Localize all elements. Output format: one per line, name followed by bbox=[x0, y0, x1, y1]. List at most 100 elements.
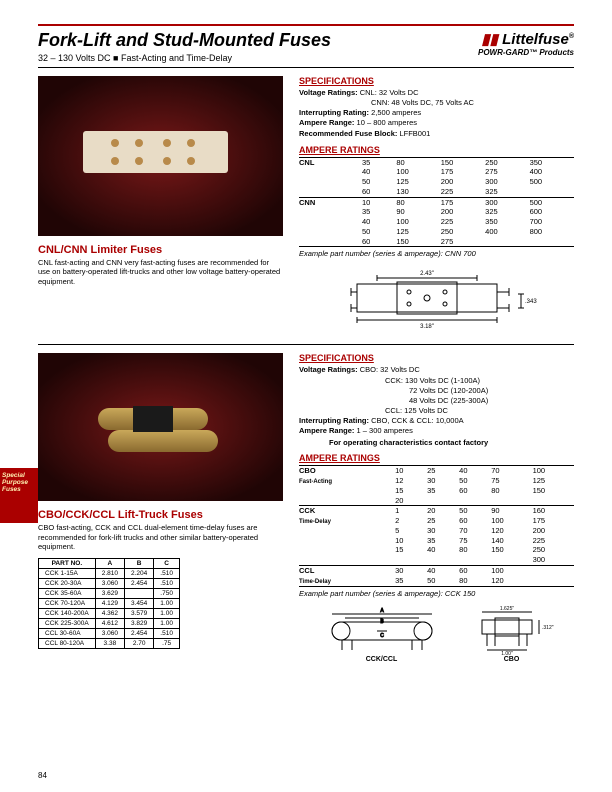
amp-cell: 5 bbox=[395, 526, 427, 536]
amp-cell: 40 bbox=[427, 565, 459, 576]
section2-title: CBO/CCK/CCL Lift-Truck Fuses bbox=[38, 509, 283, 521]
dim-cell: CCL 30-60A bbox=[39, 628, 96, 638]
amp-cell: 35 bbox=[427, 486, 459, 496]
dim-cell: .510 bbox=[154, 568, 180, 578]
section1-desc: CNL fast-acting and CNN very fast-acting… bbox=[38, 258, 283, 286]
page-title: Fork-Lift and Stud-Mounted Fuses bbox=[38, 30, 331, 51]
section-cnl-cnn: CNL/CNN Limiter Fuses CNL fast-acting an… bbox=[38, 76, 574, 330]
dim-cell: 3.579 bbox=[125, 608, 154, 618]
svg-text:A: A bbox=[380, 608, 384, 614]
dim-cell: 2.454 bbox=[125, 628, 154, 638]
amp-cell: 325 bbox=[485, 187, 529, 197]
amp-cell: 40 bbox=[362, 217, 396, 227]
amp-cell: 90 bbox=[396, 207, 440, 217]
spec2-v2: CCK: 130 Volts DC (1-100A) bbox=[299, 376, 574, 386]
amp-cell: 100 bbox=[396, 167, 440, 177]
amp-cell: 30 bbox=[427, 476, 459, 486]
amp-cell: 150 bbox=[491, 545, 532, 555]
diag-label-cbo: CBO bbox=[467, 656, 557, 663]
diagram-cnl: 2.43" 3.18" .343" bbox=[299, 264, 574, 330]
header-separator bbox=[38, 67, 574, 68]
dim-cell: 1.00 bbox=[154, 598, 180, 608]
dim-cell: 4.362 bbox=[95, 608, 124, 618]
amp-cell: 50 bbox=[427, 576, 459, 587]
amp-cell: 700 bbox=[530, 217, 574, 227]
amp-cell: 400 bbox=[485, 227, 529, 237]
amp-cell: 15 bbox=[395, 545, 427, 555]
amp-cell: 15 bbox=[395, 486, 427, 496]
amp-cell: 125 bbox=[396, 177, 440, 187]
amp-cell: 250 bbox=[441, 227, 485, 237]
example-1: Example part number (series & amperage):… bbox=[299, 249, 574, 258]
amp-cell: 100 bbox=[491, 565, 532, 576]
amp-cell: 200 bbox=[441, 177, 485, 187]
amp-cell: 2 bbox=[395, 516, 427, 526]
amp-cell: 80 bbox=[459, 545, 491, 555]
amp-cell: 25 bbox=[427, 466, 459, 476]
spec-header-1: SPECIFICATIONS bbox=[299, 76, 574, 86]
amp-cell: 50 bbox=[459, 476, 491, 486]
dim-cell bbox=[125, 588, 154, 598]
amp-cell bbox=[485, 237, 529, 247]
amp-cell: 150 bbox=[396, 237, 440, 247]
dim-cell: 2.810 bbox=[95, 568, 124, 578]
amp-cell: 35 bbox=[362, 157, 396, 167]
dim-cell: CCK 35-60A bbox=[39, 588, 96, 598]
amp-cell: 60 bbox=[459, 516, 491, 526]
dim-cell: 4.129 bbox=[95, 598, 124, 608]
amp-cell: 60 bbox=[362, 187, 396, 197]
amp-cell bbox=[533, 565, 574, 576]
amp-cell: 350 bbox=[530, 157, 574, 167]
dim-cell: CCL 80-120A bbox=[39, 638, 96, 648]
amp-label: CBOFast-Acting bbox=[299, 466, 395, 506]
amp-cell: 150 bbox=[533, 486, 574, 496]
amp-cell: 250 bbox=[533, 545, 574, 555]
amp-cell: 40 bbox=[362, 167, 396, 177]
amp-cell: 175 bbox=[441, 197, 485, 207]
amp-cell: 350 bbox=[485, 217, 529, 227]
amp-cell: 120 bbox=[491, 576, 532, 587]
amp-cell: 80 bbox=[396, 157, 440, 167]
dim-cell: CCK 1-15A bbox=[39, 568, 96, 578]
amp-cell: 500 bbox=[530, 177, 574, 187]
amp-cell: 225 bbox=[441, 217, 485, 227]
amp-cell bbox=[491, 555, 532, 565]
amp-title-2: AMPERE RATINGS bbox=[299, 453, 574, 463]
dim-cell: 2.70 bbox=[125, 638, 154, 648]
amp-cell bbox=[533, 496, 574, 506]
amp-cell: 140 bbox=[491, 536, 532, 546]
amp-cell bbox=[533, 576, 574, 587]
amp-cell: 275 bbox=[441, 237, 485, 247]
amp-cell: 200 bbox=[441, 207, 485, 217]
dim-cell: 1.00 bbox=[154, 608, 180, 618]
amp-cell: 100 bbox=[491, 516, 532, 526]
amp-cell bbox=[395, 555, 427, 565]
spec-int: Interrupting Rating: 2,500 amperes bbox=[299, 108, 574, 118]
example-2: Example part number (series & amperage):… bbox=[299, 589, 574, 598]
amp-label: CNL bbox=[299, 157, 362, 197]
spec2-v4: 48 Volts DC (225-300A) bbox=[299, 396, 574, 406]
amp-cell bbox=[459, 555, 491, 565]
page-header: Fork-Lift and Stud-Mounted Fuses 32 – 13… bbox=[38, 30, 574, 63]
dimension-table: PART NO.ABCCCK 1-15A2.8102.204.510CCK 20… bbox=[38, 558, 180, 649]
page-subtitle: 32 – 130 Volts DC ■ Fast-Acting and Time… bbox=[38, 53, 331, 63]
dim-cell: CCK 140-200A bbox=[39, 608, 96, 618]
amp-cell: 150 bbox=[441, 157, 485, 167]
amp-cell: 300 bbox=[485, 177, 529, 187]
dim-cell: 4.612 bbox=[95, 618, 124, 628]
ampere-table-2: CBOFast-Acting10254070100123050751251535… bbox=[299, 465, 574, 587]
dim-header: B bbox=[125, 558, 154, 568]
amp-cell: 60 bbox=[459, 565, 491, 576]
amp-cell: 70 bbox=[459, 526, 491, 536]
spec-voltage2: CNN: 48 Volts DC, 75 Volts AC bbox=[299, 98, 574, 108]
dim-cell: 3.38 bbox=[95, 638, 124, 648]
amp-cell: 800 bbox=[530, 227, 574, 237]
amp-cell: 100 bbox=[396, 217, 440, 227]
amp-label: CCLTime-Delay bbox=[299, 565, 395, 587]
spec-voltage: Voltage Ratings: CNL: 32 Volts DC bbox=[299, 88, 574, 98]
amp-label: CNN bbox=[299, 197, 362, 247]
dim-header: PART NO. bbox=[39, 558, 96, 568]
dim-cell: .750 bbox=[154, 588, 180, 598]
amp-cell bbox=[459, 496, 491, 506]
amp-cell: 75 bbox=[491, 476, 532, 486]
